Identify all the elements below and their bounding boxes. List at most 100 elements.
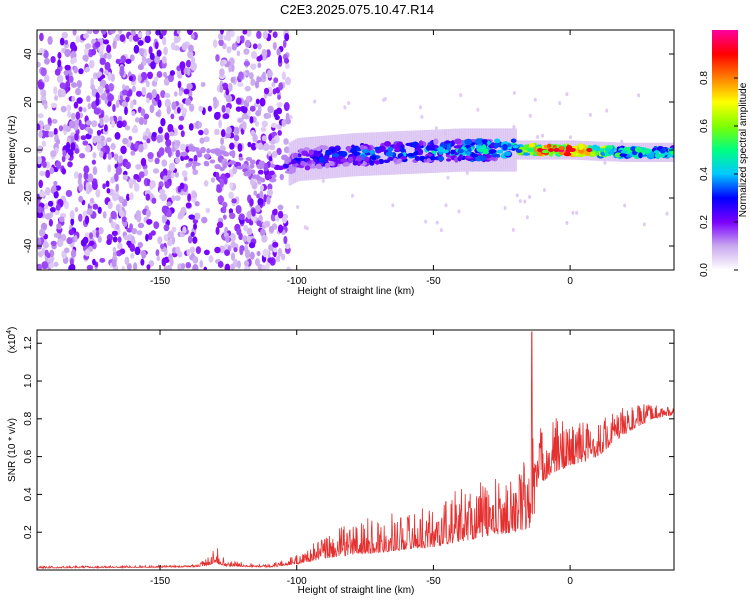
heatmap-cell — [133, 182, 140, 192]
heatmap-cell — [102, 151, 107, 160]
heatmap-cell — [119, 65, 125, 73]
heatmap-cell — [215, 54, 220, 62]
heatmap-cell — [162, 71, 168, 78]
heatmap-cell — [558, 101, 562, 106]
heatmap-cell — [229, 150, 236, 157]
heatmap-cell — [145, 57, 153, 64]
heatmap-cell — [75, 111, 81, 120]
heatmap-cell — [248, 242, 256, 249]
heatmap-cell — [281, 119, 287, 127]
heatmap-cell — [118, 196, 124, 203]
heatmap-cell — [130, 30, 136, 37]
heatmap-cell — [209, 159, 216, 164]
heatmap-cell — [605, 108, 609, 113]
heatmap-cell — [571, 210, 575, 215]
heatmap-cell — [256, 250, 261, 257]
heatmap-cell — [74, 206, 79, 213]
heatmap-cell — [112, 246, 117, 253]
heatmap-cell — [235, 97, 242, 105]
heatmap-cell — [185, 163, 192, 168]
heatmap-cell — [536, 135, 540, 140]
heatmap-cell — [638, 152, 643, 159]
heatmap-cell — [246, 109, 251, 116]
heatmap-cell — [64, 39, 69, 45]
heatmap-cell — [63, 70, 70, 76]
heatmap-cell — [84, 43, 92, 50]
heatmap-cell — [38, 130, 43, 138]
heatmap-cell — [246, 95, 250, 103]
heatmap-cell — [429, 155, 437, 161]
heatmap-cell — [168, 162, 176, 172]
heatmap-cell — [218, 150, 226, 155]
heatmap-cell — [161, 30, 167, 36]
heatmap-cell — [213, 102, 218, 110]
heatmap-cell — [604, 147, 611, 152]
heatmap-cell — [82, 54, 89, 62]
heatmap-cell — [406, 130, 410, 174]
snr-y-tick-label: 0.8 — [23, 411, 34, 425]
heatmap-cell — [146, 264, 151, 270]
heatmap-cell — [218, 39, 224, 47]
spectrogram-x-tick-label: 0 — [567, 276, 573, 287]
heatmap-cell — [547, 148, 554, 152]
heatmap-cell — [85, 120, 92, 126]
heatmap-cell — [103, 124, 108, 132]
heatmap-cell — [418, 140, 424, 147]
heatmap-cell — [228, 64, 232, 73]
heatmap-cell — [225, 235, 230, 243]
heatmap-cell — [285, 112, 290, 121]
heatmap-cell — [241, 163, 248, 169]
heatmap-cell — [228, 160, 237, 165]
heatmap-cell — [218, 119, 222, 129]
heatmap-cell — [181, 107, 188, 114]
heatmap-cell — [49, 249, 55, 258]
heatmap-cell — [113, 153, 119, 161]
heatmap-cell — [140, 157, 147, 167]
heatmap-cell — [160, 90, 166, 98]
heatmap-cell — [259, 228, 266, 237]
heatmap-cell — [97, 85, 104, 95]
heatmap-cell — [281, 71, 286, 81]
heatmap-cell — [174, 195, 181, 201]
heatmap-cell — [164, 92, 171, 99]
colorbar-ticks: 0.0 0.2 0.4 0.6 0.8 — [699, 71, 738, 277]
heatmap-cell — [112, 40, 117, 50]
heatmap-cell — [446, 158, 452, 162]
heatmap-cell — [212, 39, 218, 48]
heatmap-cell — [135, 164, 142, 170]
heatmap-cell — [98, 150, 104, 158]
heatmap-cell — [72, 30, 77, 36]
heatmap-cell — [48, 218, 53, 227]
heatmap-cell — [117, 115, 123, 123]
heatmap-cell — [90, 48, 97, 56]
heatmap-cell — [115, 58, 121, 65]
heatmap-cell — [106, 188, 111, 194]
heatmap-cell — [188, 103, 195, 112]
heatmap-cell — [128, 35, 133, 42]
heatmap-cell — [196, 151, 202, 158]
heatmap-cell — [233, 134, 240, 142]
heatmap-cell — [276, 101, 283, 108]
heatmap-cell — [232, 165, 238, 175]
heatmap-cell — [289, 115, 293, 120]
heatmap-cell — [249, 163, 255, 169]
heatmap-cell — [274, 114, 280, 121]
heatmap-cell — [104, 83, 109, 90]
heatmap-cell — [210, 148, 217, 154]
heatmap-cell — [55, 160, 62, 170]
heatmap-cell — [118, 209, 125, 217]
heatmap-cell — [453, 138, 462, 145]
heatmap-cell — [41, 140, 47, 147]
heatmap-cell — [181, 42, 188, 51]
heatmap-cell — [304, 165, 311, 171]
heatmap-cell — [203, 128, 209, 136]
spectrogram-x-tick-label: -50 — [426, 276, 441, 287]
heatmap-cell — [70, 249, 77, 258]
heatmap-cell — [553, 148, 560, 152]
heatmap-cell — [383, 96, 387, 101]
heatmap-cell — [169, 131, 175, 137]
heatmap-cell — [47, 200, 54, 207]
heatmap-cell — [435, 220, 439, 225]
heatmap-cell — [141, 86, 147, 96]
heatmap-cell — [70, 112, 76, 121]
